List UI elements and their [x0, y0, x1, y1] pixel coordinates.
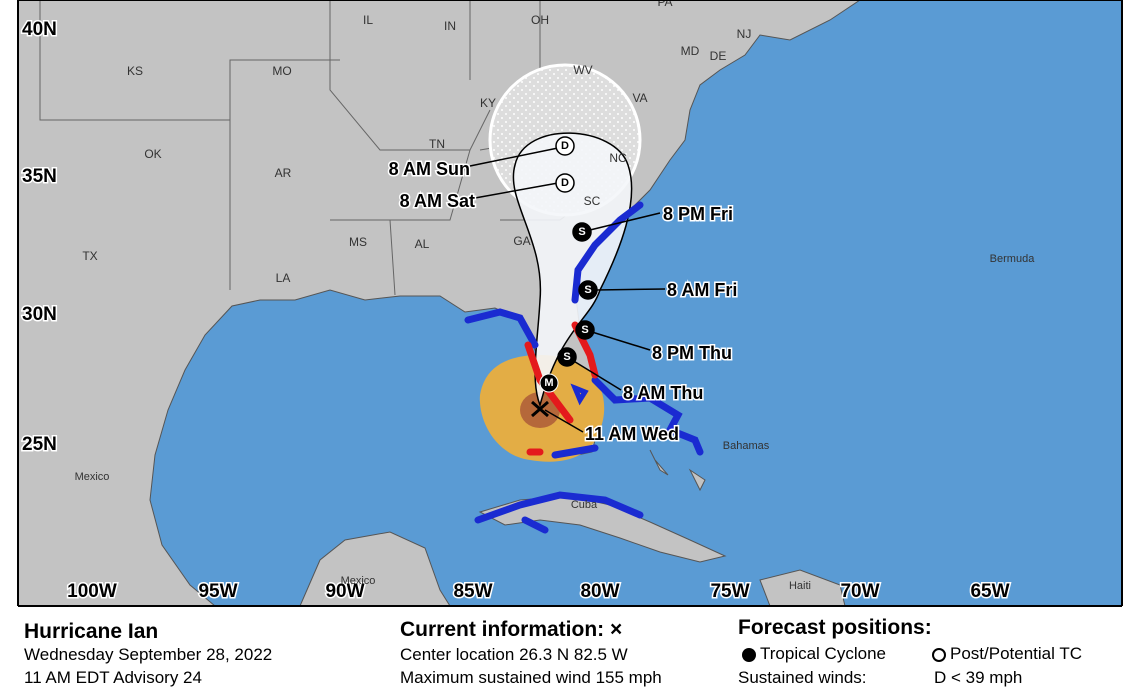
current-position	[531, 400, 549, 418]
lat-label: 25N	[22, 434, 57, 455]
legend-circle	[932, 648, 946, 662]
lon-label: 75W	[710, 581, 749, 602]
forecast-label: 8 PM Fri	[663, 204, 733, 224]
forecast-symbol: D	[561, 140, 569, 152]
advisory: 11 AM EDT Advisory 24	[24, 668, 202, 687]
yucatan	[299, 531, 451, 606]
state-label: AR	[275, 166, 292, 180]
date: Wednesday September 28, 2022	[24, 645, 273, 664]
state-label: NC	[609, 151, 627, 165]
forecast-marker	[555, 136, 575, 156]
divider	[18, 605, 1122, 607]
state-label: VA	[632, 91, 647, 105]
forecast-label: 8 AM Thu	[623, 383, 703, 403]
state-label: IN	[444, 19, 456, 33]
state-label: PA	[657, 0, 672, 9]
state-label: WV	[573, 63, 592, 77]
state-label: IL	[363, 13, 373, 27]
forecast-symbol: M	[544, 377, 553, 389]
forecast-cone	[512, 132, 633, 408]
current-label: 11 AM Wed	[585, 424, 679, 444]
sustained-winds: Sustained winds:	[738, 668, 867, 687]
current-heading: Current information: ×	[400, 618, 623, 641]
d-definition: D < 39 mph	[934, 668, 1023, 687]
storm-name: Hurricane Ian	[24, 620, 159, 643]
lon-label: 95W	[198, 581, 237, 602]
place-label: Cuba	[571, 499, 598, 511]
lat-label: 30N	[22, 304, 57, 325]
state-label: GA	[513, 234, 530, 248]
state-label: DE	[710, 49, 727, 63]
forecast-label: 8 AM Fri	[667, 280, 737, 300]
info-panel: Hurricane Ian Wednesday September 28, 20…	[18, 606, 1122, 694]
map: 40N 35N 30N 25N 100W 95W 90W 85W 80W 75W 70W 65W KS M…	[17, 0, 1123, 606]
forecast-marker	[539, 373, 559, 393]
forecast-label: 8 AM Sat	[400, 191, 475, 211]
forecast-symbol: D	[561, 177, 569, 189]
state-label: KY	[480, 96, 496, 110]
state-label: LA	[276, 271, 291, 285]
forecast-heading: Forecast positions:	[738, 616, 932, 639]
state-label: TN	[429, 137, 445, 151]
lon-label: 65W	[970, 581, 1009, 602]
state-label: MS	[349, 235, 367, 249]
forecast-marker	[557, 347, 577, 367]
forecast-marker	[575, 320, 595, 340]
state-label: MO	[272, 64, 291, 78]
leader-lines	[469, 147, 666, 433]
legend-tc: Tropical Cyclone	[760, 644, 886, 663]
forecast-symbol: S	[584, 284, 591, 296]
place-label: Haiti	[789, 580, 811, 592]
lon-label: 70W	[840, 581, 879, 602]
forecast-symbol: S	[578, 226, 585, 238]
forecast-symbol: S	[581, 324, 588, 336]
lon-label: 100W	[67, 581, 117, 602]
forecast-marker	[555, 173, 575, 193]
state-label: MD	[681, 44, 700, 58]
forecast-marker	[578, 280, 598, 300]
lon-label: 85W	[453, 581, 492, 602]
state-label: SC	[584, 194, 601, 208]
map-border	[17, 0, 1123, 606]
place-label: Bahamas	[723, 440, 770, 452]
state-label: OH	[531, 13, 549, 27]
legend-post: Post/Potential TC	[950, 644, 1082, 663]
place-label: Bermuda	[990, 253, 1036, 265]
max-wind: Maximum sustained wind 155 mph	[400, 668, 662, 687]
state-label: KS	[127, 64, 143, 78]
forecast-symbol: S	[563, 351, 570, 363]
state-label: OK	[144, 147, 161, 161]
state-label: TX	[82, 249, 97, 263]
place-label: Mexico	[341, 575, 376, 587]
state-label: AL	[415, 237, 430, 251]
lat-label: 40N	[22, 19, 57, 40]
state-label: NJ	[737, 27, 752, 41]
lon-label: 80W	[580, 581, 619, 602]
center-location: Center location 26.3 N 82.5 W	[400, 645, 628, 664]
hispaniola	[759, 569, 846, 606]
forecast-marker	[572, 222, 592, 242]
legend-dot	[742, 648, 756, 662]
place-label: Mexico	[75, 471, 110, 483]
lat-label: 35N	[22, 166, 57, 187]
bahamas	[649, 449, 706, 492]
lon-label: 90W	[325, 581, 364, 602]
forecast-label: 8 PM Thu	[652, 343, 732, 363]
forecast-label: 8 AM Sun	[389, 159, 470, 179]
